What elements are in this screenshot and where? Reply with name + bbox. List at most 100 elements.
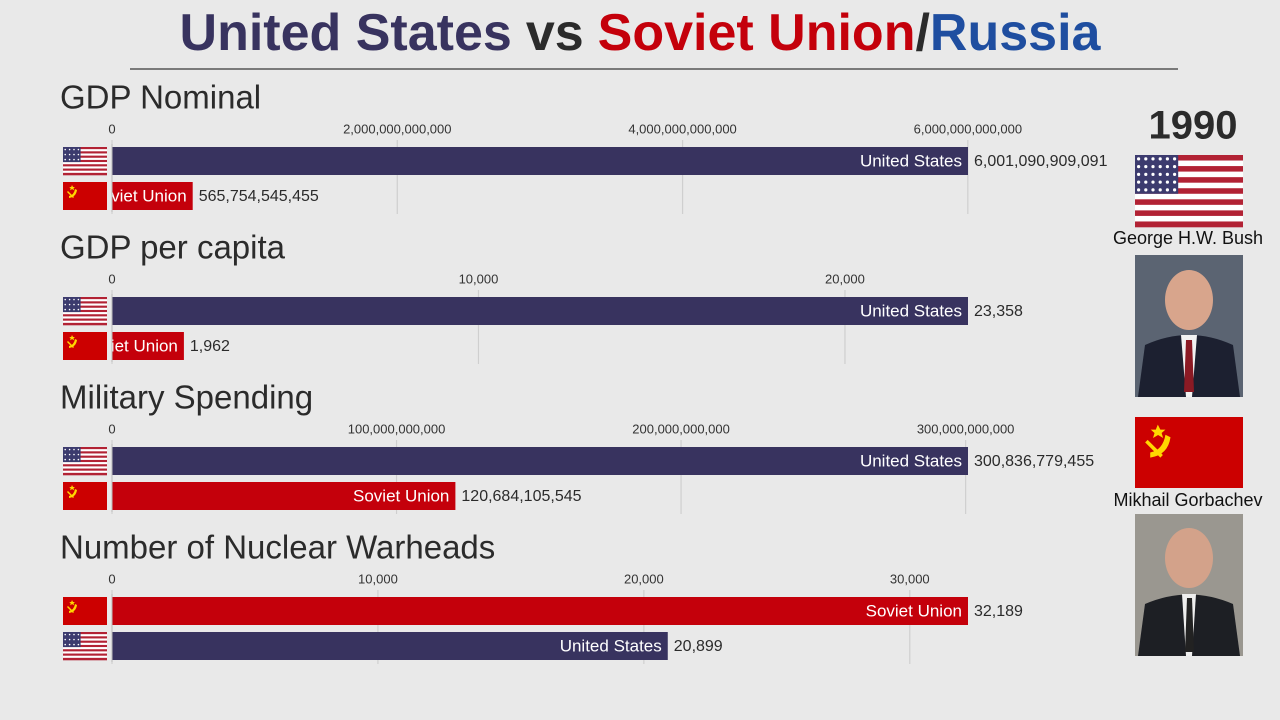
flag-star (1158, 172, 1162, 176)
flag-su (63, 182, 107, 210)
flag-stripe (63, 170, 107, 174)
flag-star (64, 448, 66, 451)
flag-stripe (63, 462, 107, 465)
flag-emblem (1145, 424, 1171, 458)
flag-su (63, 332, 107, 360)
flag-star (73, 448, 75, 451)
flag-stripe (63, 472, 107, 476)
flag-star (1165, 188, 1169, 192)
flag-star (77, 453, 80, 456)
flag-star (1151, 165, 1155, 169)
flag-stripe (63, 314, 107, 317)
bar (112, 182, 193, 210)
flag-star (1158, 157, 1162, 161)
flag-stripe (1135, 215, 1243, 222)
flag-star (1173, 172, 1177, 176)
flag-stripe (63, 297, 107, 300)
leader-name: George H.W. Bush (1113, 228, 1263, 248)
flag-star (64, 298, 66, 301)
flag-stripe (63, 153, 107, 156)
flag-star (77, 303, 80, 306)
flag-star (77, 638, 80, 641)
bar (112, 332, 184, 360)
flag-star (1137, 165, 1141, 169)
flag-star (64, 643, 66, 646)
flag-stripe (63, 301, 107, 304)
flag-star (68, 448, 71, 451)
title-part: United States (180, 4, 512, 62)
flag-stripe (63, 657, 107, 661)
bar-category-label: Soviet Union (90, 186, 186, 205)
flag-stripe (63, 305, 107, 309)
flag-stripe (1135, 199, 1243, 206)
flag-su (1135, 417, 1243, 488)
chart-title: Number of Nuclear Warheads (60, 529, 495, 566)
flag-stripe (1135, 171, 1243, 178)
flag-stripe (1135, 210, 1243, 217)
flag-stripe (63, 459, 107, 463)
flag-stripe (1135, 155, 1243, 161)
flag-stripe (63, 649, 107, 652)
flag-stripe (63, 457, 107, 461)
title-part: Russia (930, 4, 1102, 62)
main-title: United States vs Soviet Union/Russia (180, 4, 1102, 62)
flag-star (77, 298, 80, 301)
flag-stripe (63, 449, 107, 452)
x-tick-label: 30,000 (890, 571, 930, 586)
flag-stripe (63, 166, 107, 169)
flag-star (68, 298, 71, 301)
title-part: Soviet Union (598, 4, 916, 62)
x-tick-label: 10,000 (358, 571, 398, 586)
flag-star (77, 643, 80, 646)
chart-title: GDP per capita (60, 229, 286, 266)
flag-stripe (63, 159, 107, 163)
flag-star (1137, 180, 1141, 184)
flag-star (73, 643, 75, 646)
flag-star (1151, 172, 1155, 176)
flag-star (64, 458, 66, 461)
flag-star (1137, 188, 1141, 192)
flag-stripe (1135, 166, 1243, 172)
flag-stripe (63, 653, 107, 656)
flag-emblem (67, 600, 77, 613)
bar (112, 447, 968, 475)
x-tick-label: 2,000,000,000,000 (343, 121, 451, 136)
flag-star (73, 303, 75, 306)
bar (112, 147, 968, 175)
bar-category-label: United States (860, 451, 962, 470)
flag-star (68, 453, 71, 456)
flag-star (1173, 157, 1177, 161)
flag-stripe (63, 147, 107, 150)
flag-star (1144, 172, 1148, 176)
value-label: 1,962 (190, 338, 230, 355)
flag-star (77, 633, 80, 636)
flag-star (77, 158, 80, 161)
flag-canton (63, 447, 81, 463)
flag-star (73, 458, 75, 461)
flag-star (64, 303, 66, 306)
flag-star (64, 633, 66, 636)
flag-star (77, 308, 80, 311)
x-tick-label: 100,000,000,000 (348, 421, 446, 436)
flag-stripe (63, 168, 107, 171)
flag-star (1173, 188, 1177, 192)
x-tick-label: 6,000,000,000,000 (914, 121, 1022, 136)
flag-stripe (63, 640, 107, 644)
x-tick-label: 0 (108, 421, 115, 436)
x-tick-label: 300,000,000,000 (917, 421, 1015, 436)
flag-star (1165, 165, 1169, 169)
flag-star (1158, 188, 1162, 192)
flag-star (68, 643, 71, 646)
flag-stripe (63, 162, 107, 165)
flag-star (1144, 188, 1148, 192)
flag-canton (63, 632, 81, 648)
chart-title: GDP Nominal (60, 79, 261, 116)
flag-stripe (1135, 160, 1243, 167)
x-tick-label: 200,000,000,000 (632, 421, 730, 436)
flag-star (68, 633, 71, 636)
value-label: 120,684,105,545 (461, 488, 581, 505)
title-part: vs (526, 4, 584, 62)
flag-stripe (63, 447, 107, 450)
flag-stripe (63, 455, 107, 459)
bar-category-label: Soviet Union (82, 336, 178, 355)
